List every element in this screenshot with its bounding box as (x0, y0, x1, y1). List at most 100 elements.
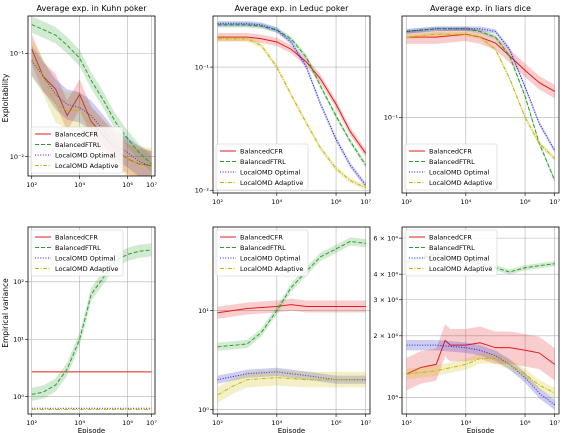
x-tick-label: 10⁶ (520, 419, 531, 427)
legend-label: LocalOMD Optimal (240, 168, 301, 176)
series-line (31, 60, 152, 168)
series-line (217, 377, 366, 396)
plot-frame (27, 15, 156, 177)
x-tick-label: 10⁴ (271, 419, 282, 427)
x-tick-label: 10⁴ (271, 198, 282, 206)
x-tick-label: 10² (212, 198, 223, 206)
series-band (406, 31, 555, 161)
legend: BalancedCFR BalancedFTRL LocalOMD Optimal L… (30, 229, 124, 277)
legend-box (30, 229, 124, 277)
plot-frame (401, 15, 560, 194)
chart-panel-4: 10² 10⁴ 10⁶ 10⁷10⁰10¹EpisodeBalancedCFRBala… (198, 226, 371, 433)
series-band (406, 353, 555, 399)
x-tick-label: 10² (401, 198, 412, 206)
figure-ylabel-bottom: Empirical variance (1, 278, 10, 348)
series-band (217, 298, 366, 319)
x-tick-label: 10⁷ (146, 419, 157, 427)
x-tick-label: 10⁷ (146, 181, 157, 189)
series-line (406, 28, 556, 151)
series-line (406, 33, 556, 159)
legend-label: BalancedCFR (240, 147, 283, 155)
legend-label: LocalOMD Adaptive (55, 265, 118, 273)
legend-label: BalancedFTRL (429, 158, 475, 166)
y-tick-label: 2 × 10⁴ (373, 332, 398, 340)
figure-ylabel-top: Exploitability (1, 73, 10, 122)
legend-label: BalancedFTRL (240, 244, 286, 252)
legend: BalancedCFR BalancedFTRL LocalOMD Optimal L… (215, 229, 309, 277)
y-tick-label: 10² (13, 278, 24, 286)
y-tick-label: 10⁻¹ (10, 50, 25, 58)
legend: BalancedCFR BalancedFTRL LocalOMD Optimal L… (404, 143, 498, 191)
y-tick-label: 10⁻² (10, 153, 25, 161)
y-tick-label: 10⁻¹ (195, 63, 210, 71)
y-tick-label: 3 × 10⁴ (373, 296, 398, 304)
x-tick-label: 10² (212, 419, 223, 427)
x-axis-label: Episode (78, 427, 106, 433)
y-tick-label: 10⁴ (387, 394, 398, 402)
plot-frame (212, 15, 371, 194)
y-tick-label: 10¹ (13, 336, 24, 344)
legend-label: LocalOMD Optimal (55, 151, 116, 159)
series-line (406, 339, 555, 375)
legend-label: LocalOMD Adaptive (55, 162, 118, 170)
legend-label: LocalOMD Optimal (240, 254, 301, 262)
legend-label: LocalOMD Optimal (429, 168, 490, 176)
x-axis-label: Episode (467, 427, 495, 433)
series-line (406, 357, 555, 394)
x-tick-label: 10⁴ (74, 419, 85, 427)
series-line (31, 249, 152, 395)
x-tick-label: 10⁴ (460, 419, 471, 427)
chart-title: Average exp. in Kuhn poker (36, 4, 147, 13)
x-tick-label: 10⁶ (122, 181, 133, 189)
x-tick-label: 10⁶ (331, 198, 342, 206)
series-line (31, 57, 152, 168)
legend-label: BalancedFTRL (429, 244, 475, 252)
legend-label: BalancedCFR (429, 147, 472, 155)
series-line (406, 344, 555, 406)
series-line (217, 24, 367, 166)
x-tick-label: 10² (401, 419, 412, 427)
chart-panel-3: 10² 10⁴ 10⁶ 10⁷ 10⁰ 10¹ 10² Episode BalancedCFRB… (13, 226, 157, 433)
chart-title: Average exp. in Leduc poker (235, 4, 349, 13)
x-tick-label: 10⁴ (460, 198, 471, 206)
series-line (217, 23, 367, 186)
x-tick-label: 10⁶ (331, 419, 342, 427)
y-tick-label: 6 × 10⁴ (373, 234, 398, 242)
legend-label: LocalOMD Adaptive (429, 179, 492, 187)
legend-box (215, 143, 309, 191)
chart-panel-5: 10² 10⁴ 10⁶ 10⁷ 10⁴ 2 × 10⁴ 3 × 10⁴ 4 × 10⁴ 6 × … (373, 226, 560, 433)
x-tick-label: 10² (26, 419, 37, 427)
series-band (217, 369, 366, 403)
legend-label: LocalOMD Optimal (429, 254, 490, 262)
x-tick-label: 10² (26, 181, 37, 189)
x-tick-label: 10⁷ (549, 419, 560, 427)
x-axis-label: Episode (278, 427, 306, 433)
legend-box (404, 143, 498, 191)
legend-label: LocalOMD Adaptive (240, 265, 303, 273)
chart-panel-1: 10² 10⁴ 10⁶ 10⁷ 10⁻¹ 10⁻² Average exp. in Ledu… (195, 4, 372, 206)
legend-label: LocalOMD Adaptive (240, 179, 303, 187)
y-tick-label: 10⁻¹ (384, 114, 399, 122)
legend-label: BalancedCFR (429, 233, 472, 241)
series-line (217, 240, 366, 348)
x-tick-label: 10⁷ (360, 198, 371, 206)
x-tick-label: 10⁴ (74, 181, 85, 189)
legend: BalancedCFR BalancedFTRL LocalOMD Optimal L… (215, 143, 309, 191)
series-line (217, 304, 366, 314)
plot-frame (27, 226, 156, 415)
legend-label: BalancedFTRL (55, 141, 101, 149)
chart-title: Average exp. in liars dice (430, 4, 531, 13)
chart-panel-2: 10² 10⁴ 10⁶ 10⁷ 10⁻¹ Average exp. in liars di… (384, 4, 561, 206)
legend: BalancedCFR BalancedFTRL LocalOMD Optimal L… (30, 126, 124, 174)
series-band (406, 339, 555, 411)
y-tick-label: 4 × 10⁴ (373, 270, 398, 278)
y-tick-label: 10¹ (198, 307, 209, 315)
plot-frame (212, 226, 371, 415)
x-tick-label: 10⁶ (520, 198, 531, 206)
y-tick-label: 10⁰ (13, 393, 24, 401)
series-band (406, 26, 555, 153)
plot-frame (401, 226, 560, 415)
legend-label: LocalOMD Adaptive (429, 265, 492, 273)
x-tick-label: 10⁶ (122, 419, 133, 427)
legend-label: BalancedFTRL (55, 244, 101, 252)
